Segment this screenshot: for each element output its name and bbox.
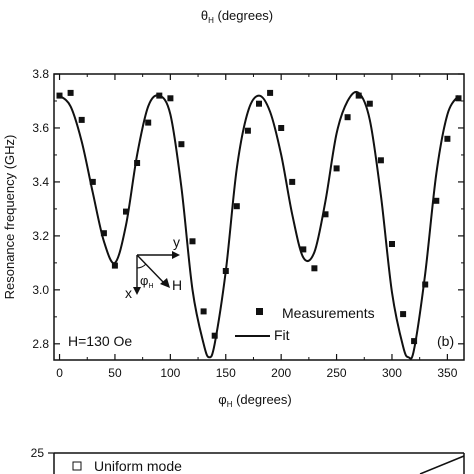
- lower-ytick-label: 25: [31, 446, 45, 460]
- lower-legend-marker: [72, 461, 82, 471]
- measurement-point: [178, 141, 185, 148]
- measurement-point: [111, 262, 118, 269]
- inset-y-arrowhead: [172, 251, 180, 259]
- legend-measurements-label: Measurements: [282, 305, 375, 321]
- x-tick-label: 0: [56, 366, 63, 380]
- measurement-point: [100, 230, 107, 237]
- legend: Measurements Fit: [235, 305, 375, 343]
- measurement-point: [256, 100, 262, 107]
- x-tick-label: 350: [437, 366, 457, 380]
- measurement-point: [455, 95, 462, 102]
- legend-measurements-marker: [256, 308, 263, 315]
- fit-line: [58, 90, 460, 360]
- fit-curve: [58, 90, 460, 360]
- measurement-point: [200, 308, 207, 315]
- top-axis-label: θH (degrees): [201, 8, 273, 25]
- y-tick-label: 3.0: [32, 283, 49, 297]
- x-tick-label: 100: [160, 366, 180, 380]
- measurement-point: [400, 311, 407, 318]
- measurement-point: [389, 241, 395, 247]
- y-tick-label: 3.2: [32, 229, 49, 243]
- inset-y-label: y: [173, 234, 180, 250]
- inset-diagram: y x φH H: [125, 234, 182, 301]
- inset-h-arrowhead: [160, 278, 170, 288]
- y-axis-label: Resonance frequency (GHz): [2, 135, 17, 300]
- x-tick-label: 50: [108, 366, 122, 380]
- field-annotation: H=130 Oe: [68, 333, 132, 349]
- measurement-point: [134, 160, 141, 166]
- inset-angle-arc: [136, 263, 147, 269]
- measurement-point: [78, 116, 85, 123]
- measurement-point: [422, 281, 429, 288]
- x-tick-label: 250: [327, 366, 347, 380]
- inset-phi-label: φH: [140, 273, 154, 290]
- measurement-point: [444, 135, 451, 142]
- plot-frame: [53, 73, 465, 361]
- measurement-point: [289, 178, 296, 185]
- measurement-point: [322, 211, 329, 218]
- measurement-point: [300, 246, 307, 253]
- measurement-point: [123, 208, 129, 215]
- measurement-point: [211, 332, 218, 339]
- y-tick-label: 3.8: [32, 67, 49, 81]
- measurement-point: [355, 92, 362, 99]
- inset-h-label: H: [172, 277, 182, 293]
- measurement-point: [433, 197, 440, 204]
- inset-x-arrowhead: [133, 287, 141, 295]
- measurement-point: [267, 89, 274, 96]
- measurement-point: [56, 92, 63, 99]
- inset-x-label: x: [125, 285, 132, 301]
- lower-series-line: [419, 455, 465, 474]
- measurement-point: [411, 338, 418, 345]
- x-tick-label: 150: [216, 366, 236, 380]
- measurement-point: [167, 95, 174, 102]
- y-tick-label: 3.4: [32, 175, 49, 189]
- measurement-point: [244, 127, 251, 134]
- measurement-point: [344, 114, 351, 121]
- measurement-point: [333, 165, 340, 172]
- legend-fit-label: Fit: [274, 327, 290, 343]
- x-axis-label: φH (degrees): [218, 392, 291, 409]
- x-tick-label: 300: [382, 366, 402, 380]
- measurement-markers: [56, 89, 462, 345]
- axes: 0 50 100 150 200 250 300 350 2.8 3.0 3.2 3.4 3.6 3.8: [32, 67, 464, 380]
- measurement-point: [145, 119, 152, 126]
- measurement-point: [366, 100, 373, 107]
- measurement-point: [156, 92, 163, 99]
- measurement-point: [222, 268, 229, 274]
- measurement-point: [377, 157, 384, 164]
- measurement-point: [89, 178, 96, 185]
- lower-legend-label: Uniform mode: [94, 458, 182, 474]
- inset-h-vector: [136, 254, 166, 285]
- x-tick-label: 200: [271, 366, 291, 380]
- measurement-point: [311, 265, 318, 272]
- measurement-point: [67, 89, 74, 96]
- measurement-point: [278, 125, 285, 131]
- y-tick-label: 2.8: [32, 337, 49, 351]
- measurement-point: [189, 238, 196, 245]
- panel-label: (b): [437, 333, 454, 349]
- lower-chart: 25 Uniform mode: [31, 446, 465, 474]
- measurement-point: [233, 203, 240, 210]
- y-tick-label: 3.6: [32, 121, 49, 135]
